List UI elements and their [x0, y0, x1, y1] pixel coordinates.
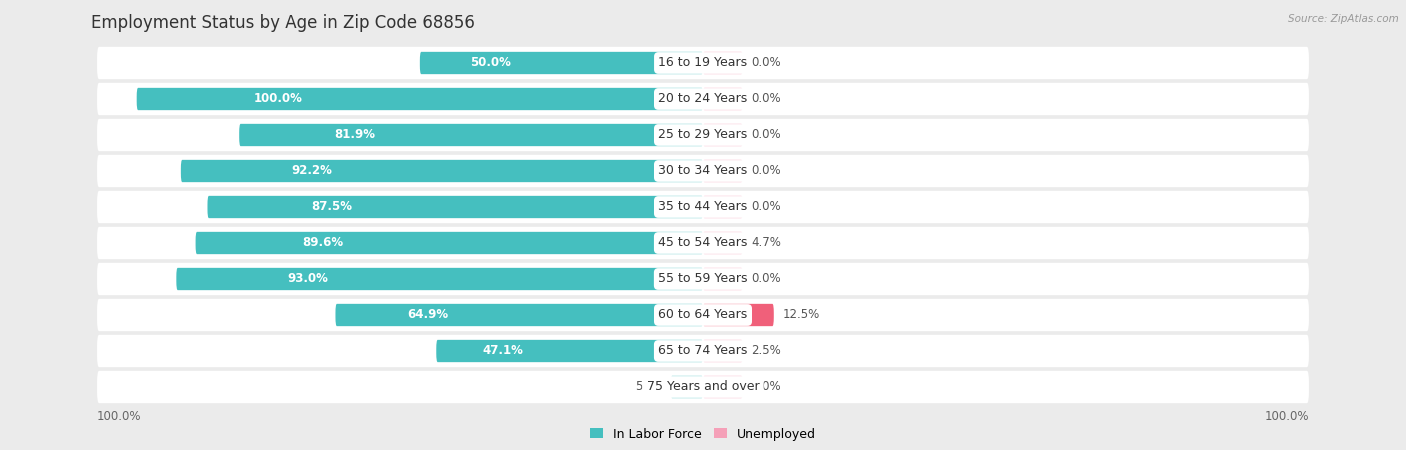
- Text: 0.0%: 0.0%: [751, 273, 780, 285]
- FancyBboxPatch shape: [703, 196, 742, 218]
- Text: 25 to 29 Years: 25 to 29 Years: [658, 129, 748, 141]
- FancyBboxPatch shape: [703, 268, 742, 290]
- FancyBboxPatch shape: [181, 160, 703, 182]
- FancyBboxPatch shape: [136, 88, 703, 110]
- Text: 55 to 59 Years: 55 to 59 Years: [658, 273, 748, 285]
- Text: 50.0%: 50.0%: [470, 57, 510, 69]
- Text: 81.9%: 81.9%: [335, 129, 375, 141]
- FancyBboxPatch shape: [703, 52, 742, 74]
- FancyBboxPatch shape: [208, 196, 703, 218]
- Text: 60 to 64 Years: 60 to 64 Years: [658, 309, 748, 321]
- Text: 75 Years and over: 75 Years and over: [647, 381, 759, 393]
- Text: Employment Status by Age in Zip Code 68856: Employment Status by Age in Zip Code 688…: [91, 14, 475, 32]
- FancyBboxPatch shape: [703, 340, 742, 362]
- Text: 89.6%: 89.6%: [302, 237, 343, 249]
- Text: 16 to 19 Years: 16 to 19 Years: [658, 57, 748, 69]
- FancyBboxPatch shape: [703, 304, 773, 326]
- FancyBboxPatch shape: [97, 371, 1309, 403]
- FancyBboxPatch shape: [97, 119, 1309, 151]
- FancyBboxPatch shape: [97, 227, 1309, 259]
- FancyBboxPatch shape: [420, 52, 703, 74]
- FancyBboxPatch shape: [97, 191, 1309, 223]
- Text: 100.0%: 100.0%: [97, 410, 142, 423]
- FancyBboxPatch shape: [671, 376, 703, 398]
- FancyBboxPatch shape: [97, 335, 1309, 367]
- FancyBboxPatch shape: [97, 263, 1309, 295]
- Text: 0.0%: 0.0%: [751, 201, 780, 213]
- Text: 4.7%: 4.7%: [751, 237, 780, 249]
- Text: 0.0%: 0.0%: [751, 381, 780, 393]
- Text: 12.5%: 12.5%: [782, 309, 820, 321]
- FancyBboxPatch shape: [436, 340, 703, 362]
- FancyBboxPatch shape: [336, 304, 703, 326]
- FancyBboxPatch shape: [703, 376, 742, 398]
- Text: Source: ZipAtlas.com: Source: ZipAtlas.com: [1288, 14, 1399, 23]
- FancyBboxPatch shape: [97, 299, 1309, 331]
- Text: 100.0%: 100.0%: [1264, 410, 1309, 423]
- Text: 0.0%: 0.0%: [751, 165, 780, 177]
- Text: 65 to 74 Years: 65 to 74 Years: [658, 345, 748, 357]
- FancyBboxPatch shape: [97, 155, 1309, 187]
- Text: 92.2%: 92.2%: [291, 165, 332, 177]
- Text: 0.0%: 0.0%: [751, 57, 780, 69]
- Text: 87.5%: 87.5%: [311, 201, 352, 213]
- FancyBboxPatch shape: [97, 83, 1309, 115]
- Text: 100.0%: 100.0%: [254, 93, 302, 105]
- Legend: In Labor Force, Unemployed: In Labor Force, Unemployed: [585, 423, 821, 446]
- Text: 30 to 34 Years: 30 to 34 Years: [658, 165, 748, 177]
- FancyBboxPatch shape: [239, 124, 703, 146]
- FancyBboxPatch shape: [703, 88, 742, 110]
- FancyBboxPatch shape: [176, 268, 703, 290]
- Text: 93.0%: 93.0%: [288, 273, 329, 285]
- Text: 2.5%: 2.5%: [751, 345, 780, 357]
- FancyBboxPatch shape: [195, 232, 703, 254]
- FancyBboxPatch shape: [703, 232, 742, 254]
- Text: 35 to 44 Years: 35 to 44 Years: [658, 201, 748, 213]
- Text: 5.7%: 5.7%: [636, 381, 665, 393]
- FancyBboxPatch shape: [703, 124, 742, 146]
- Text: 0.0%: 0.0%: [751, 129, 780, 141]
- Text: 20 to 24 Years: 20 to 24 Years: [658, 93, 748, 105]
- FancyBboxPatch shape: [703, 160, 742, 182]
- FancyBboxPatch shape: [97, 47, 1309, 79]
- Text: 47.1%: 47.1%: [482, 345, 523, 357]
- Text: 64.9%: 64.9%: [406, 309, 449, 321]
- Text: 45 to 54 Years: 45 to 54 Years: [658, 237, 748, 249]
- Text: 0.0%: 0.0%: [751, 93, 780, 105]
